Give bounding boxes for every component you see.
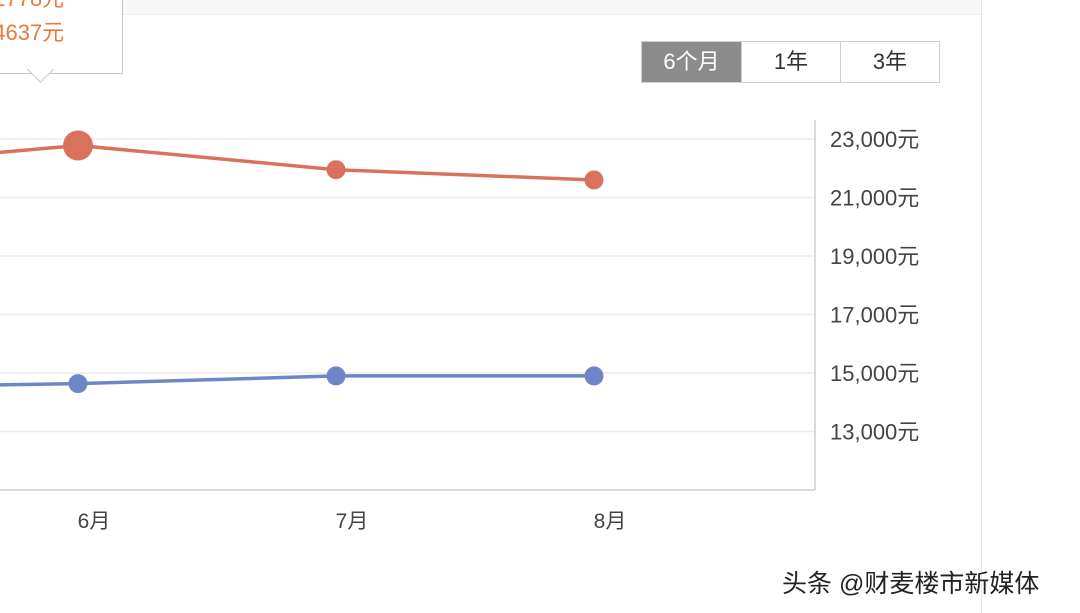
x-tick-label-1: 7月: [336, 510, 369, 533]
range-btn-6-months[interactable]: 6个月: [642, 42, 741, 82]
series-line-0: [0, 143, 595, 182]
series-0-point-2: [326, 160, 346, 180]
watermark: 头条 @财麦楼市新媒体: [782, 570, 1040, 598]
series-lines: [0, 130, 604, 394]
series-0-point-1: [63, 130, 93, 161]
series-line-1: [0, 374, 594, 387]
series-1-point-2: [326, 366, 346, 386]
tooltip-value-2: 14637元: [0, 20, 65, 45]
series-0-point-3: [584, 170, 604, 190]
series-1-point-1: [68, 374, 88, 394]
y-tick-label-3: 19,000元: [830, 244, 919, 269]
y-tick-labels: 13,000元 15,000元 17,000元 19,000元 21,000元 23,00…: [830, 127, 919, 445]
y-tick-label-0: 13,000元: [830, 420, 919, 445]
series-1-point-3: [584, 366, 604, 386]
range-btn-3-years[interactable]: 3年: [840, 42, 939, 82]
y-tick-label-5: 23,000元: [830, 127, 919, 152]
range-btn-1-year[interactable]: 1年: [741, 42, 840, 82]
range-toggle: 6个月 1年 3年: [641, 41, 940, 83]
y-tick-label-2: 17,000元: [830, 303, 919, 328]
x-tick-label-0: 6月: [78, 510, 111, 533]
top-strip: [0, 0, 980, 15]
hover-tooltip: 22778元 14637元: [0, 0, 123, 83]
y-tick-label-1: 15,000元: [830, 361, 919, 386]
y-tick-label-4: 21,000元: [830, 186, 919, 211]
grid-lines: [0, 138, 815, 433]
axis-lines: [0, 120, 816, 491]
right-divider: [981, 0, 982, 613]
tooltip-value-1: 22778元: [0, 0, 64, 13]
x-tick-label-2: 8月: [594, 510, 627, 533]
x-tick-labels: 6月 7月 8月: [78, 510, 627, 533]
